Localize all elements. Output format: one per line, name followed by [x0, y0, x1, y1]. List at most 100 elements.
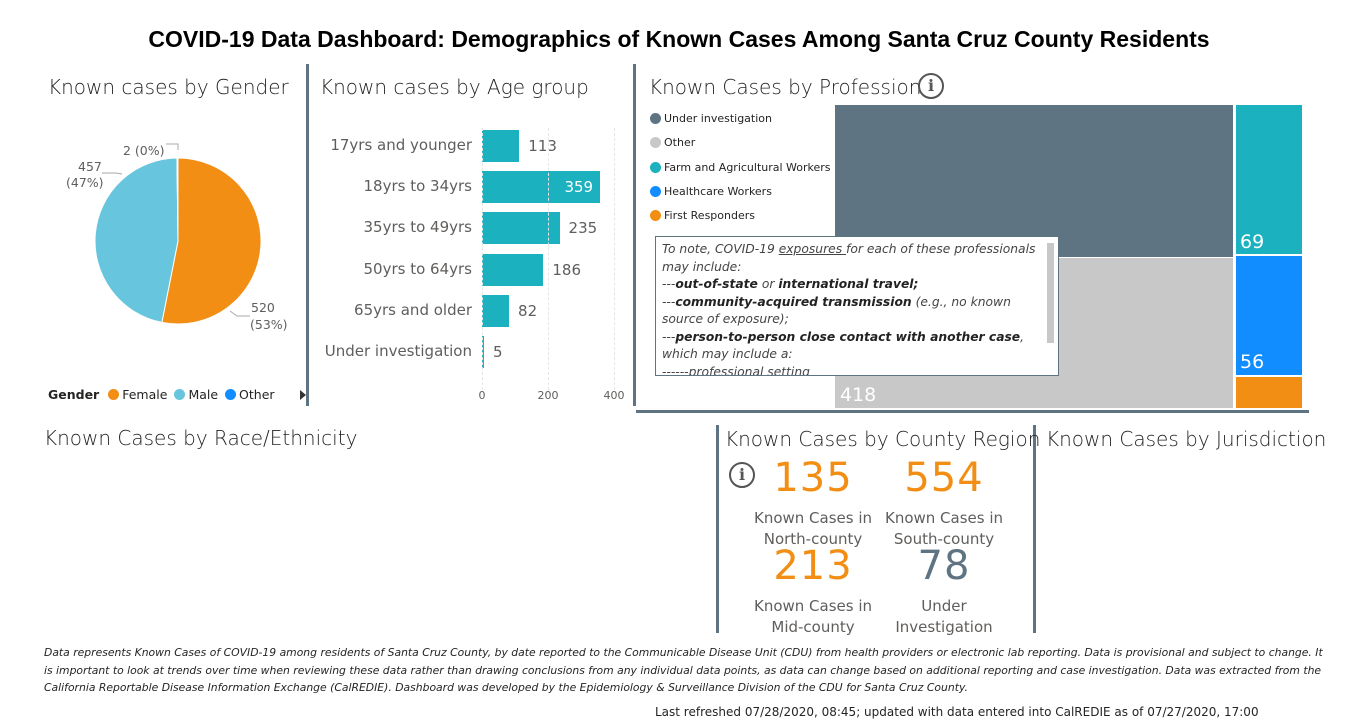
age-bar[interactable] — [482, 294, 510, 327]
card-value: 554 — [904, 455, 984, 501]
legend-dot — [650, 161, 661, 173]
legend-label: Healthcare Workers — [664, 184, 772, 198]
treemap-value-healthcare: 56 — [1240, 351, 1265, 373]
footer-note: Data represents Known Cases of COVID-19 … — [44, 646, 1323, 694]
tooltip-text: for each of these professionals may incl… — [662, 242, 1036, 274]
info-icon[interactable]: i — [729, 462, 755, 488]
divider — [306, 64, 309, 406]
legend-next-arrow-icon[interactable] — [300, 390, 306, 400]
pie-label-female-pct: (53%) — [250, 317, 288, 332]
age-bar[interactable] — [482, 212, 560, 245]
treemap-first-responders[interactable] — [1236, 377, 1302, 408]
treemap-farm-workers[interactable] — [1236, 105, 1302, 254]
age-value: 186 — [552, 260, 582, 279]
card-value: 78 — [917, 543, 971, 589]
legend-label: First Responders — [664, 209, 755, 223]
card-label: Known Cases in Mid-county — [743, 596, 883, 638]
legend-other[interactable]: Other — [239, 387, 275, 402]
treemap-under-investigation[interactable] — [835, 105, 1233, 257]
card-label-line: South-county — [893, 530, 995, 548]
pie-slice-female[interactable] — [161, 157, 262, 325]
tooltip-text: --- — [662, 277, 676, 291]
legend-dot-other — [225, 389, 237, 400]
age-label: Under investigation — [324, 342, 472, 360]
age-label: 65yrs and older — [354, 300, 472, 319]
card-label-line: Known Cases in — [753, 597, 873, 615]
age-label: 50yrs to 64yrs — [363, 259, 473, 278]
pie-label-female-value: 520 — [251, 300, 275, 315]
card-value: 135 — [773, 455, 853, 501]
legend-item[interactable]: First Responders — [650, 209, 755, 222]
last-refreshed: Last refreshed 07/28/2020, 08:45; update… — [655, 705, 1259, 719]
tooltip-text: ------professional setting — [662, 364, 810, 376]
tooltip-text: --- — [662, 294, 676, 309]
legend-dot-male — [174, 389, 186, 400]
tooltip-text: out-of-state — [675, 277, 758, 291]
age-bar[interactable] — [482, 171, 601, 204]
legend-dot — [650, 113, 661, 124]
leader-line — [229, 310, 250, 317]
legend-item[interactable]: Under investigation — [650, 112, 772, 125]
legend-male[interactable]: Male — [188, 387, 219, 402]
legend-item[interactable]: Farm and Agricultural Workers — [650, 161, 831, 174]
divider — [1033, 425, 1036, 633]
legend-dot — [650, 210, 661, 222]
legend-female[interactable]: Female — [122, 387, 168, 402]
age-value: 113 — [528, 137, 557, 155]
card-label-line: Known Cases in — [753, 509, 873, 527]
gender-title: Known cases by Gender — [48, 75, 289, 99]
age-bar[interactable] — [482, 253, 544, 286]
region-title: Known Cases by County Region — [725, 427, 1041, 451]
pie-slice-male[interactable] — [94, 157, 179, 324]
leader-line — [102, 172, 123, 175]
profession-tooltip: To note, COVID-19 exposures for each of … — [655, 236, 1059, 376]
tooltip-text: or — [757, 277, 779, 291]
pie-slice-other[interactable] — [176, 157, 179, 242]
tooltip-text: person-to-person close contact with anot… — [675, 329, 1021, 344]
age-value: 235 — [568, 219, 598, 238]
pie-label-male-value: 457 — [78, 159, 102, 174]
card-label-line: Known Cases in — [884, 509, 1004, 527]
divider — [716, 425, 719, 633]
divider — [636, 410, 1309, 413]
age-label: 18yrs to 34yrs — [363, 177, 473, 196]
x-tick: 400 — [603, 389, 625, 402]
age-bar[interactable] — [482, 130, 520, 162]
card-label: Known Cases in South-county — [874, 508, 1014, 550]
tooltip-scrollbar[interactable] — [1047, 243, 1054, 343]
tooltip-text: (e.g., no known source of exposure); — [662, 294, 1011, 327]
legend-label: Farm and Agricultural Workers — [664, 160, 831, 174]
legend-label: Other — [664, 136, 696, 150]
card-label-line: North-county — [763, 530, 863, 548]
treemap-value-farm: 69 — [1240, 231, 1265, 253]
pie-label-male-pct: (47%) — [66, 175, 104, 190]
card-label: Under Investigation — [874, 596, 1014, 638]
gridline — [614, 128, 615, 390]
age-label: 35yrs to 49yrs — [363, 218, 473, 237]
age-value: 5 — [493, 343, 503, 361]
tooltip-text: To note, COVID-19 — [662, 242, 779, 256]
info-icon[interactable]: i — [918, 73, 944, 99]
pie-label-other: 2 (0%) — [123, 143, 165, 158]
gridline — [482, 128, 483, 390]
jurisdiction-title: Known Cases by Jurisdiction — [1046, 427, 1327, 451]
tooltip-text: , which may include a: — [662, 329, 1025, 362]
legend-item[interactable]: Other — [650, 136, 695, 149]
tooltip-text: exposures — [778, 242, 847, 256]
legend-title: Gender — [48, 387, 100, 402]
legend-dot-female — [108, 389, 120, 400]
age-value: 359 — [564, 178, 594, 197]
legend-item[interactable]: Healthcare Workers — [650, 185, 772, 198]
legend-dot — [650, 137, 661, 149]
legend-label: Under investigation — [664, 112, 772, 125]
profession-title: Known Cases by Profession — [649, 75, 922, 99]
age-title: Known cases by Age group — [320, 75, 589, 99]
gender-legend: Gender Female Male Other — [48, 387, 275, 402]
card-label: Known Cases in North-county — [743, 508, 883, 550]
card-value: 213 — [773, 543, 853, 589]
treemap-healthcare-workers[interactable] — [1236, 256, 1302, 375]
age-bar[interactable] — [482, 336, 484, 368]
divider — [633, 64, 636, 406]
card-label-line: Mid-county — [771, 618, 855, 636]
race-title: Known Cases by Race/Ethnicity — [44, 426, 358, 450]
